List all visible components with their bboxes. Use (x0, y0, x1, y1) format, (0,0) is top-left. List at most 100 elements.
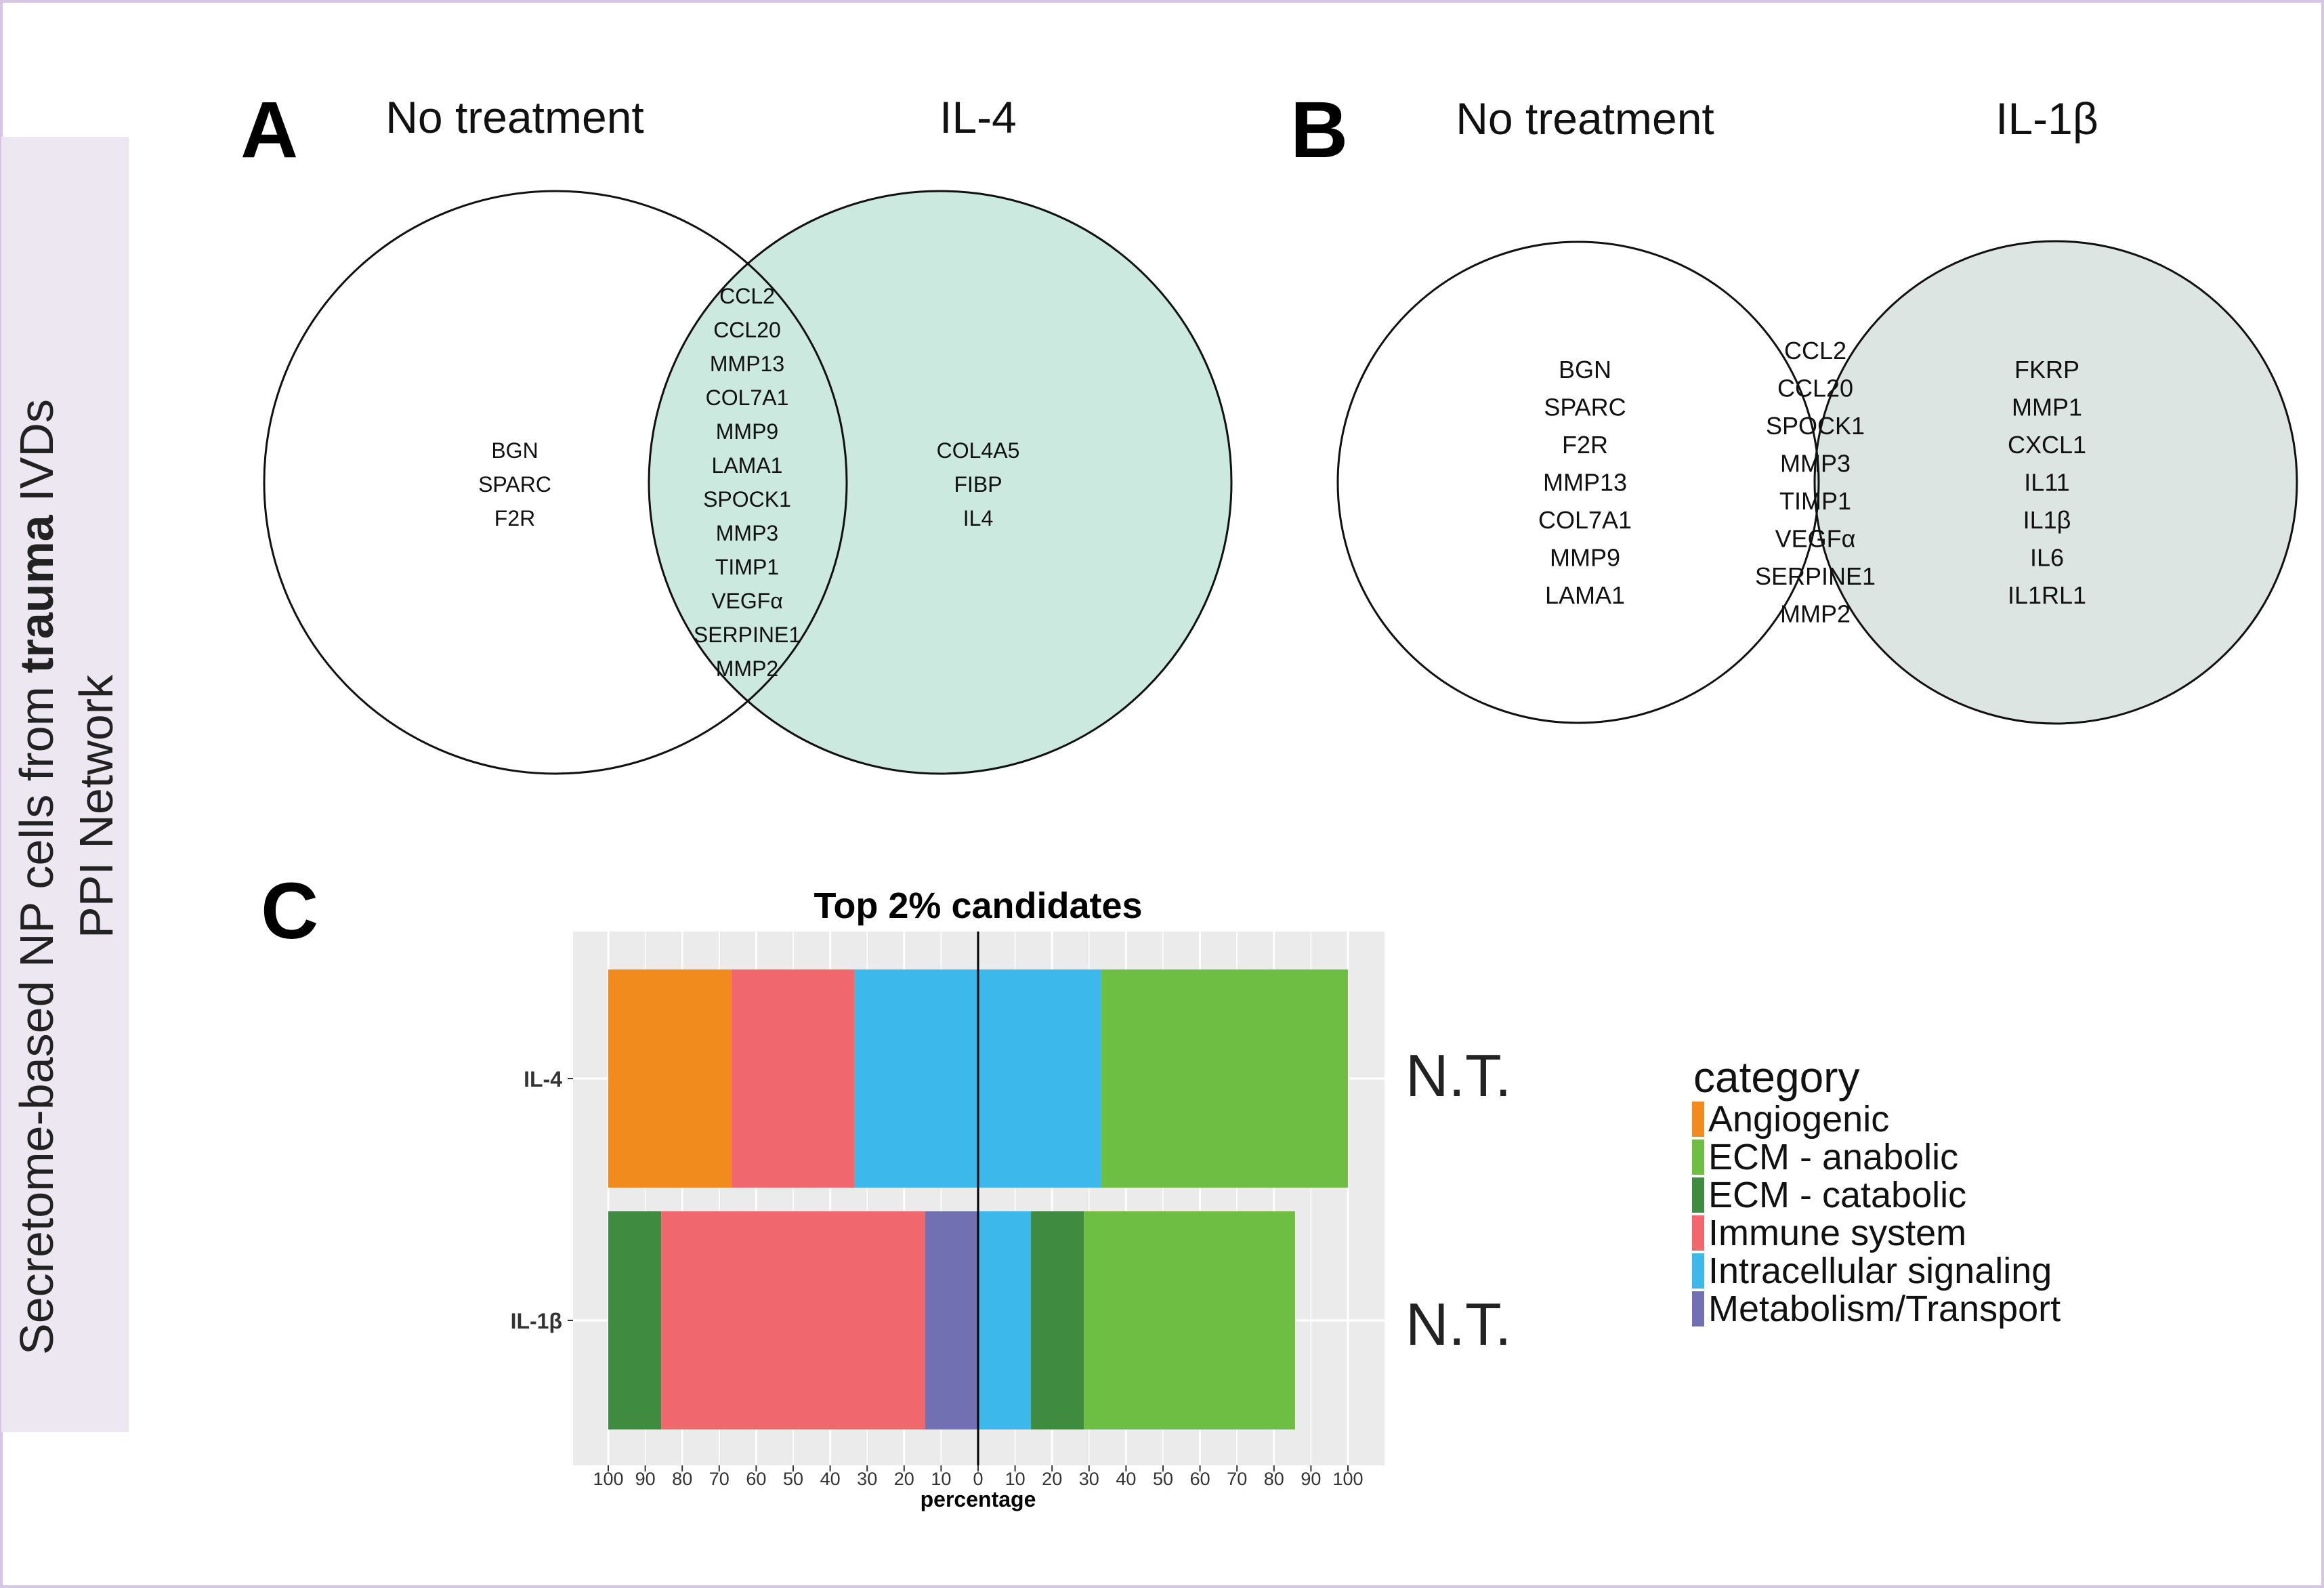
gene-label: IL4 (963, 506, 993, 530)
venn-b-no-treatment-circle (1336, 241, 1820, 724)
side-label-line2: PPI Network (70, 674, 123, 938)
gene-label: FIBP (954, 472, 1002, 497)
x-tick-label: 20 (1042, 1469, 1062, 1489)
gene-label: MMP2 (716, 656, 778, 681)
x-tick-label: 100 (593, 1469, 623, 1489)
gene-label: VEGFα (711, 589, 783, 613)
y-category-label: IL-4 (524, 1067, 562, 1091)
venn-a-no-treatment-circle (263, 190, 848, 775)
panel-a-letter: A (240, 85, 298, 175)
venn-a-right-only-list: COL4A5 FIBP IL4 (937, 438, 1020, 530)
gene-label: SPOCK1 (703, 487, 791, 511)
venn-a-shared-list: CCL2 CCL20 MMP13 COL7A1 MMP9 LAMA1 SPOCK1 MMP3 T… (694, 284, 801, 681)
panel-a-left-title: No treatment (385, 92, 644, 142)
bar-segment (608, 1211, 662, 1429)
venn-a-left-only-list: BGN SPARC F2R (478, 438, 551, 530)
gene-label: MMP2 (1780, 600, 1851, 628)
gene-label: FKRP (2014, 356, 2079, 383)
legend-entry-label: ECM - anabolic (1708, 1137, 1958, 1177)
chart-x-ticks: 100 90 80 70 60 50 40 30 20 10 0 10 20 30 40 50 60 70 80 90… (593, 1465, 1364, 1489)
legend-swatch (1692, 1291, 1704, 1326)
legend-swatch (1692, 1215, 1704, 1251)
gene-label: IL6 (2030, 544, 2064, 572)
x-tick-label: 0 (973, 1469, 983, 1489)
venn-b-shared-list: CCL2 CCL20 SPOCK1 MMP3 TIMP1 VEGFα SERPINE1 MMP… (1755, 337, 1876, 628)
gene-label: BGN (491, 438, 538, 463)
x-tick-label: 50 (783, 1469, 803, 1489)
legend-entry-label: Metabolism/Transport (1708, 1289, 2061, 1329)
venn-b-right-only-list: FKRP MMP1 CXCL1 IL11 IL1β IL6 IL1RL1 (2008, 356, 2086, 609)
legend-title: category (1693, 1053, 1859, 1102)
panel-a-right-title: IL-4 (939, 92, 1017, 142)
panel-b-left-title: No treatment (1456, 93, 1714, 144)
gene-label: BGN (1559, 356, 1611, 383)
x-tick-label: 80 (1264, 1469, 1284, 1489)
gene-label: F2R (1562, 431, 1608, 459)
gene-label: CXCL1 (2008, 431, 2086, 459)
x-tick-label: 10 (1005, 1469, 1026, 1489)
gene-label: CCL20 (713, 318, 781, 342)
venn-b-left-only-list: BGN SPARC F2R MMP13 COL7A1 MMP9 LAMA1 (1538, 356, 1632, 609)
x-tick-label: 40 (820, 1469, 841, 1489)
x-tick-label: 40 (1116, 1469, 1136, 1489)
side-label-line1: Secretome-based NP cells from trauma IVD… (10, 399, 63, 1355)
nt-label-il1b: N.T. (1406, 1291, 1511, 1358)
gene-label: IL1RL1 (2008, 581, 2086, 609)
x-tick-label: 80 (672, 1469, 692, 1489)
x-tick-label: 90 (1301, 1469, 1321, 1489)
gene-label: MMP13 (710, 352, 784, 376)
bar-segment (608, 969, 732, 1188)
bar-segment (1031, 1211, 1084, 1429)
legend-swatch (1692, 1102, 1704, 1137)
panel-c-letter: C (261, 866, 318, 956)
gene-label: COL7A1 (1538, 506, 1632, 534)
legend-entry-label: ECM - catabolic (1708, 1175, 1966, 1215)
y-category-label: IL-1β (511, 1309, 562, 1333)
legend-swatch (1692, 1140, 1704, 1175)
x-tick-label: 100 (1332, 1469, 1363, 1489)
gene-label: LAMA1 (712, 453, 783, 478)
gene-label: SERPINE1 (694, 623, 801, 647)
gene-label: CCL2 (719, 284, 775, 308)
gene-label: IL11 (2024, 469, 2069, 497)
x-tick-label: 70 (709, 1469, 730, 1489)
x-tick-label: 50 (1153, 1469, 1173, 1489)
gene-label: SERPINE1 (1755, 562, 1876, 590)
gene-label: SPARC (478, 472, 551, 497)
gene-label: TIMP1 (715, 555, 779, 579)
gene-label: COL7A1 (706, 385, 789, 410)
venn-a-il4-circle (648, 190, 1233, 775)
legend-entry-label: Intracellular signaling (1708, 1251, 2052, 1291)
panel-b-right-title: IL-1β (1995, 93, 2098, 144)
gene-label: SPOCK1 (1766, 412, 1865, 440)
bar-segment (978, 969, 1101, 1188)
gene-label: IL1β (2023, 506, 2071, 534)
gene-label: F2R (494, 506, 535, 530)
legend-swatch (1692, 1253, 1704, 1289)
venn-b-il1b-circle (1813, 240, 2298, 725)
bar-segment (1101, 969, 1348, 1188)
x-tick-label: 20 (894, 1469, 914, 1489)
bar-segment (854, 969, 978, 1188)
nt-label-il4: N.T. (1406, 1042, 1511, 1109)
gene-label: MMP13 (1543, 469, 1627, 497)
x-tick-label: 70 (1227, 1469, 1247, 1489)
chart-title: Top 2% candidates (814, 885, 1142, 926)
gene-label: CCL20 (1777, 375, 1853, 402)
chart-y-categories: IL-4 IL-1β (511, 1067, 573, 1333)
gene-label: CCL2 (1784, 337, 1846, 364)
gene-label: VEGFα (1775, 525, 1856, 553)
gene-label: SPARC (1544, 394, 1626, 421)
legend-swatch (1692, 1177, 1704, 1213)
x-tick-label: 30 (857, 1469, 877, 1489)
bar-segment (1084, 1211, 1295, 1429)
bar-segment (661, 1211, 925, 1429)
bar-segment (925, 1211, 978, 1429)
x-tick-label: 60 (746, 1469, 766, 1489)
gene-label: MMP3 (716, 521, 778, 545)
bar-segment (731, 969, 855, 1188)
x-tick-label: 60 (1190, 1469, 1210, 1489)
gene-label: LAMA1 (1545, 581, 1625, 609)
